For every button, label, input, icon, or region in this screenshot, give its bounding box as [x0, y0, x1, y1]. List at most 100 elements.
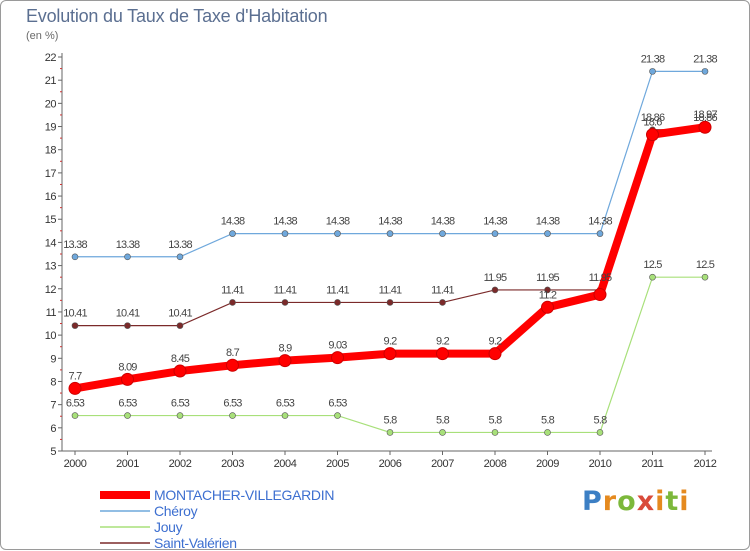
data-label: 13.38 [63, 239, 87, 251]
data-label: 13.38 [168, 239, 192, 251]
data-label: 10.41 [116, 308, 140, 320]
data-label: 6.53 [276, 398, 295, 410]
data-label: 18.86 [693, 112, 717, 124]
data-label: 9.2 [384, 336, 398, 348]
data-label: 9.2 [489, 336, 503, 348]
data-label: 18.86 [641, 112, 665, 124]
data-point [281, 412, 289, 419]
data-label: 6.53 [171, 398, 190, 410]
data-point [439, 429, 446, 436]
data-label: 9.2 [436, 336, 450, 348]
y-tick-label: 21 [45, 75, 57, 87]
data-label: 11.95 [589, 272, 612, 284]
data-point [386, 299, 394, 306]
data-label: 11.95 [536, 272, 559, 284]
data-label: 18.97 [693, 109, 717, 121]
y-tick-label: 9 [50, 353, 56, 365]
data-point [278, 354, 292, 368]
proxiti-logo: Proxiti [582, 486, 690, 517]
data-label: 5.8 [541, 414, 555, 426]
data-point [176, 412, 184, 419]
x-tick-label: 2003 [221, 458, 244, 470]
data-point [491, 286, 499, 294]
data-point [701, 68, 709, 75]
data-point [436, 347, 449, 361]
data-point [331, 351, 344, 365]
data-label: 5.8 [594, 414, 608, 426]
data-label: 14.38 [588, 216, 612, 228]
data-label: 11.41 [379, 284, 402, 296]
data-point [596, 230, 604, 237]
data-point [229, 412, 236, 419]
y-tick-label: 16 [45, 191, 57, 203]
data-point [383, 347, 397, 361]
y-tick-label: 19 [45, 122, 57, 134]
data-label: 6.53 [223, 398, 242, 410]
data-label: 11.41 [221, 284, 244, 296]
x-tick-label: 2010 [589, 458, 612, 470]
y-tick-label: 5 [50, 446, 56, 458]
data-point [649, 68, 656, 75]
data-label: 8.7 [226, 347, 240, 359]
data-point [124, 322, 131, 329]
y-tick-label: 12 [45, 284, 57, 296]
y-tick-label: 18 [45, 145, 57, 157]
data-label: 8.9 [279, 343, 293, 355]
data-point [71, 322, 79, 329]
x-tick-label: 2011 [641, 458, 663, 470]
x-tick-label: 2005 [326, 458, 349, 470]
y-tick-label: 17 [45, 168, 57, 180]
data-point [439, 299, 446, 306]
data-point [541, 300, 554, 314]
data-label: 14.38 [221, 216, 245, 228]
data-point [596, 429, 604, 436]
x-tick-label: 2007 [431, 458, 454, 470]
legend-label: Saint-Valérien [154, 535, 237, 551]
data-label: 7.7 [69, 370, 83, 382]
data-point [281, 299, 289, 306]
x-tick-label: 2012 [694, 458, 717, 470]
data-point [229, 299, 236, 306]
legend-label: Chéroy [154, 503, 198, 519]
data-label: 11.41 [431, 284, 454, 296]
data-point [649, 273, 656, 281]
data-label: 6.53 [118, 398, 137, 410]
legend-swatch [100, 510, 150, 512]
data-point [226, 358, 239, 372]
data-label: 8.45 [171, 353, 190, 365]
data-label: 14.38 [536, 216, 560, 228]
data-point [229, 230, 236, 237]
y-tick-label: 20 [45, 98, 57, 110]
y-tick-label: 10 [45, 330, 57, 342]
y-tick-label: 7 [50, 400, 56, 412]
legend-item-montacher: MONTACHER-VILLEGARDIN [100, 487, 334, 503]
data-label: 11.2 [539, 289, 557, 301]
legend-item-cheroy: Chéroy [100, 503, 334, 519]
y-tick-label: 6 [50, 423, 56, 435]
data-label: 14.38 [378, 216, 402, 228]
x-tick-label: 2000 [64, 458, 87, 470]
data-label: 6.53 [328, 398, 347, 410]
x-tick-label: 2001 [116, 458, 139, 470]
data-label: 9.03 [328, 340, 347, 352]
chart-title: Evolution du Taux de Taxe d'Habitation [26, 6, 328, 26]
data-point [176, 253, 184, 261]
data-label: 12.5 [696, 259, 715, 271]
data-label: 11.95 [484, 272, 507, 284]
data-point [491, 429, 499, 436]
data-point [121, 372, 134, 386]
y-tick-label: 13 [45, 261, 57, 273]
data-label: 21.38 [693, 53, 717, 65]
data-point [544, 230, 551, 237]
data-point [281, 230, 289, 237]
data-label: 8.09 [118, 361, 137, 373]
y-tick-label: 15 [45, 214, 57, 226]
data-point [544, 286, 551, 294]
data-point [386, 230, 394, 237]
data-label: 11.41 [326, 284, 349, 296]
data-label: 14.38 [483, 216, 507, 228]
data-label: 14.38 [326, 216, 350, 228]
x-tick-label: 2008 [484, 458, 507, 470]
